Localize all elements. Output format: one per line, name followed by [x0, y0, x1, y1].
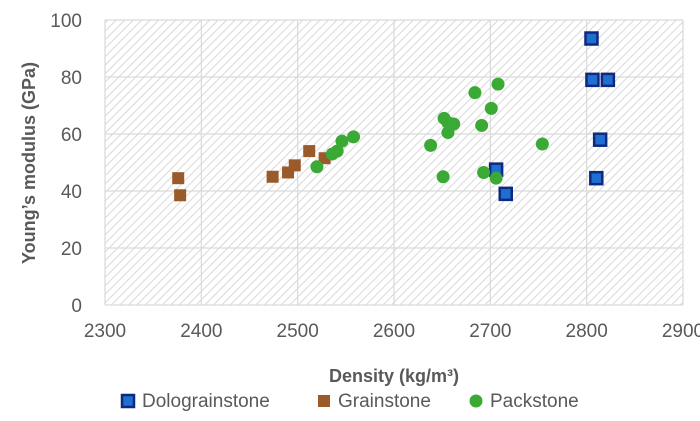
- x-tick-label: 2700: [469, 321, 511, 342]
- packstone-point: [447, 117, 461, 131]
- x-tick-label: 2300: [84, 321, 126, 342]
- legend-marker-dolograinstone: [120, 393, 136, 409]
- packstone-point: [489, 171, 503, 185]
- x-axis-ticks: 2300 2400 2500 2600 2700 2800 2900: [84, 321, 700, 342]
- packstone-point: [477, 165, 491, 179]
- x-tick-label: 2600: [373, 321, 415, 342]
- legend-label-grainstone: Grainstone: [338, 391, 431, 412]
- packstone-point: [468, 86, 482, 100]
- packstone-point: [484, 101, 498, 115]
- dolograinstone-point: [592, 132, 608, 147]
- legend-marker-packstone: [469, 394, 483, 408]
- packstone-point: [491, 77, 505, 91]
- grainstone-point: [303, 145, 316, 158]
- grainstone-point: [174, 189, 187, 202]
- dolograinstone-point: [589, 170, 604, 186]
- grainstone-point: [288, 159, 301, 172]
- x-tick-label: 2800: [566, 321, 608, 342]
- packstone-point: [436, 170, 450, 184]
- dolograinstone-point: [498, 186, 513, 202]
- y-axis-ticks: 0 20 40 60 80 100: [50, 11, 82, 317]
- packstone-point: [475, 118, 489, 132]
- legend-label-dolograinstone: Dolograinstone: [142, 391, 270, 412]
- y-tick-label: 0: [71, 296, 82, 317]
- x-tick-label: 2500: [277, 321, 319, 342]
- legend: Dolograinstone Grainstone Packstone: [120, 391, 579, 412]
- y-tick-label: 40: [61, 182, 82, 203]
- y-tick-label: 60: [61, 125, 82, 146]
- data-points: [172, 31, 616, 202]
- packstone-point: [330, 144, 344, 158]
- packstone-point: [335, 134, 349, 148]
- legend-label-packstone: Packstone: [490, 391, 579, 412]
- packstone-point: [347, 130, 361, 144]
- packstone-point: [535, 137, 549, 151]
- grainstone-point: [172, 172, 185, 185]
- y-tick-label: 100: [50, 11, 82, 32]
- dolograinstone-point: [600, 72, 616, 88]
- packstone-point: [424, 138, 438, 152]
- y-tick-label: 20: [61, 239, 82, 260]
- x-tick-label: 2900: [662, 321, 700, 342]
- y-tick-label: 80: [61, 68, 82, 89]
- packstone-point: [310, 160, 324, 174]
- legend-marker-grainstone: [318, 395, 330, 407]
- x-tick-label: 2400: [180, 321, 222, 342]
- dolograinstone-point: [584, 31, 599, 46]
- grainstone-point: [266, 170, 279, 183]
- y-axis-title: Young’s modulus (GPa): [19, 62, 39, 264]
- x-axis-title: Density (kg/m³): [329, 366, 459, 386]
- dolograinstone-point: [585, 72, 600, 88]
